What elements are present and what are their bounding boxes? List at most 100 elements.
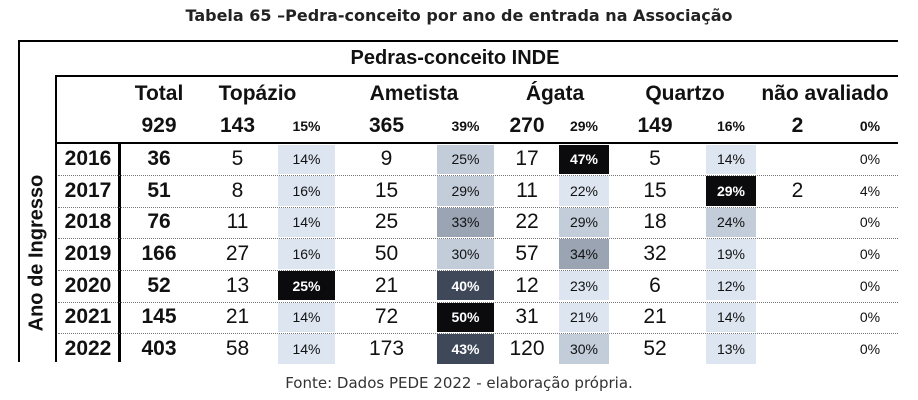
row-count-ametista: 9	[380, 147, 393, 171]
row-pct-topazio: 14%	[278, 302, 335, 333]
row-year: 2021	[64, 305, 112, 329]
row-divider	[58, 333, 898, 335]
row-count-nao_avaliado	[770, 144, 825, 176]
source-note: Fonte: Dados PEDE 2022 - elaboração próp…	[285, 374, 633, 392]
row-total: 51	[147, 178, 171, 202]
row-pct-nao_avaliado: 0%	[859, 277, 881, 294]
row-pct-topazio: 16%	[278, 239, 335, 269]
total-cell-total: 929	[141, 114, 177, 137]
row-pct-agata: 21%	[559, 302, 609, 333]
row-count-nao_avaliado: 2	[791, 178, 804, 202]
row-count-agata: 120	[509, 336, 545, 360]
total-cell-ametista: 365	[368, 114, 405, 137]
year-column-rule	[55, 77, 57, 362]
column-header-ametista: Ametista	[369, 82, 459, 105]
row-pct-nao_avaliado: 0%	[859, 309, 881, 326]
row-pct-topazio: 14%	[278, 334, 335, 364]
row-pct-nao_avaliado: 0%	[859, 214, 881, 231]
table-caption: Tabela 65 –Pedra-conceito por ano de ent…	[185, 6, 733, 25]
row-count-ametista: 25	[374, 210, 399, 234]
row-count-quartzo: 5	[649, 147, 661, 171]
total-cell-nao_avaliado_pct: 0%	[859, 118, 881, 134]
row-count-quartzo: 21	[643, 305, 667, 329]
row-pct-agata: 30%	[559, 334, 609, 364]
row-total: 166	[141, 242, 177, 266]
row-count-nao_avaliado	[770, 302, 825, 334]
row-count-quartzo: 6	[649, 273, 661, 297]
row-count-topazio: 11	[226, 210, 249, 234]
row-divider	[58, 175, 898, 177]
row-divider	[58, 269, 898, 271]
row-total: 145	[141, 305, 177, 329]
row-divider	[58, 206, 898, 208]
row-count-quartzo: 32	[643, 242, 667, 266]
row-count-quartzo: 15	[643, 178, 667, 202]
column-header-nao_avaliado: não avaliado	[761, 82, 889, 105]
row-count-topazio: 13	[225, 273, 250, 297]
row-pct-quartzo: 12%	[706, 270, 756, 301]
row-pct-ametista: 40%	[437, 270, 494, 301]
row-header-label: Ano de Ingresso	[25, 174, 48, 332]
row-pct-nao_avaliado: 0%	[859, 246, 881, 263]
total-cell-topazio: 143	[219, 114, 256, 137]
row-count-nao_avaliado	[770, 270, 825, 302]
total-cell-quartzo_pct: 16%	[716, 118, 746, 134]
row-pct-ametista: 43%	[437, 334, 494, 364]
column-header-total: Total	[134, 82, 184, 105]
row-count-nao_avaliado	[770, 207, 825, 239]
row-divider	[58, 238, 898, 240]
total-cell-quartzo: 149	[637, 114, 673, 137]
row-year: 2016	[64, 147, 112, 171]
row-count-quartzo: 18	[643, 210, 667, 234]
row-year: 2019	[64, 242, 112, 266]
total-cell-agata_pct: 29%	[569, 118, 599, 134]
row-divider	[58, 301, 898, 303]
table-frame-top	[18, 40, 898, 42]
row-pct-ametista: 29%	[437, 176, 494, 206]
row-year: 2022	[64, 336, 112, 360]
row-pct-ametista: 33%	[437, 207, 494, 238]
body-top-rule	[55, 142, 898, 144]
table-frame-left	[18, 40, 20, 362]
row-count-topazio: 21	[225, 305, 250, 329]
row-header: Ano de Ingresso	[25, 148, 49, 358]
row-pct-topazio: 16%	[278, 176, 335, 206]
row-year: 2018	[64, 210, 112, 234]
row-pct-agata: 29%	[559, 207, 609, 238]
row-count-ametista: 72	[374, 305, 399, 329]
row-pct-ametista: 25%	[437, 144, 494, 175]
row-count-agata: 17	[515, 147, 539, 171]
row-count-topazio: 58	[225, 336, 250, 360]
row-count-ametista: 21	[374, 273, 399, 297]
row-count-topazio: 5	[231, 147, 244, 171]
row-total: 403	[141, 336, 177, 360]
row-pct-quartzo: 29%	[706, 176, 756, 206]
row-pct-agata: 23%	[559, 270, 609, 301]
row-year: 2020	[64, 273, 112, 297]
row-total: 52	[147, 273, 171, 297]
row-count-agata: 22	[515, 210, 539, 234]
header-rule	[55, 75, 898, 77]
row-pct-quartzo: 19%	[706, 239, 756, 269]
row-count-nao_avaliado	[770, 333, 825, 365]
column-header-topazio: Topázio	[218, 82, 297, 105]
row-count-agata: 31	[515, 305, 539, 329]
year-column-divider	[118, 143, 121, 362]
row-pct-topazio: 25%	[278, 270, 335, 301]
row-count-topazio: 8	[231, 178, 244, 202]
total-cell-agata: 270	[509, 114, 545, 137]
row-pct-quartzo: 13%	[706, 334, 756, 364]
row-count-topazio: 27	[225, 242, 250, 266]
group-header: Pedras-conceito INDE	[350, 47, 560, 69]
row-count-ametista: 50	[374, 242, 399, 266]
row-total: 36	[147, 147, 171, 171]
row-pct-ametista: 30%	[437, 239, 494, 269]
row-pct-topazio: 14%	[278, 207, 335, 238]
row-pct-quartzo: 24%	[706, 207, 756, 238]
row-count-quartzo: 52	[643, 336, 667, 360]
row-pct-agata: 22%	[559, 176, 609, 206]
row-count-ametista: 15	[374, 178, 399, 202]
row-count-nao_avaliado	[770, 238, 825, 270]
row-pct-topazio: 14%	[278, 144, 335, 175]
row-count-agata: 11	[516, 178, 538, 202]
